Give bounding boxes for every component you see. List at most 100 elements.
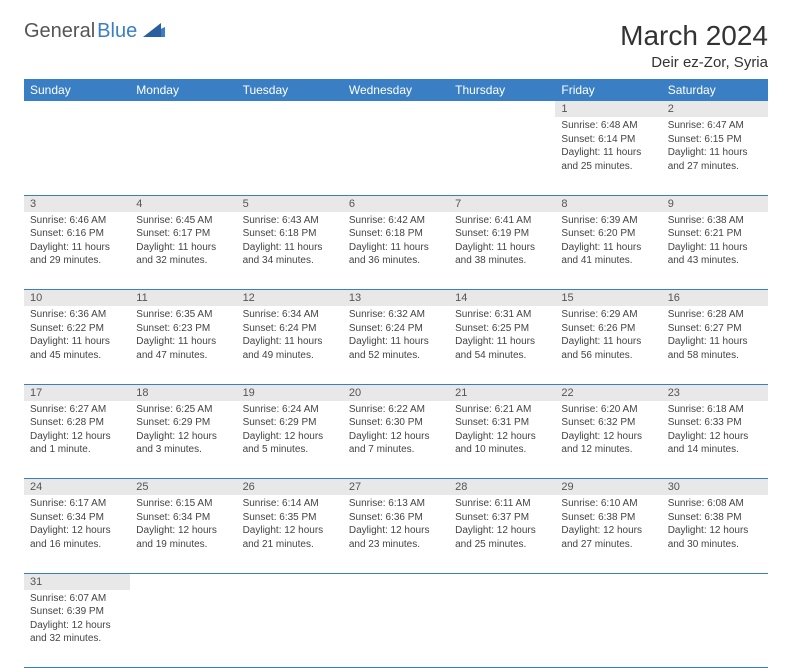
day-detail-cell: Sunrise: 6:29 AMSunset: 6:26 PMDaylight:… (555, 306, 661, 384)
day-detail-cell: Sunrise: 6:07 AMSunset: 6:39 PMDaylight:… (24, 590, 130, 668)
header: GeneralBlue March 2024 Deir ez-Zor, Syri… (24, 20, 768, 71)
daylight-text: Daylight: 12 hours and 10 minutes. (455, 430, 549, 457)
sunset-text: Sunset: 6:24 PM (349, 322, 443, 336)
day-detail-cell: Sunrise: 6:21 AMSunset: 6:31 PMDaylight:… (449, 401, 555, 479)
daylight-text: Daylight: 12 hours and 25 minutes. (455, 524, 549, 551)
sunset-text: Sunset: 6:27 PM (668, 322, 762, 336)
sunset-text: Sunset: 6:36 PM (349, 511, 443, 525)
week-daynum-row: 3456789 (24, 195, 768, 212)
day-detail-cell (343, 590, 449, 668)
daylight-text: Daylight: 12 hours and 5 minutes. (243, 430, 337, 457)
logo-text-2: Blue (97, 20, 137, 43)
day-detail-cell: Sunrise: 6:27 AMSunset: 6:28 PMDaylight:… (24, 401, 130, 479)
sunset-text: Sunset: 6:29 PM (136, 416, 230, 430)
weekday-header: Friday (555, 79, 661, 101)
day-number-cell: 7 (449, 195, 555, 212)
week-detail-row: Sunrise: 6:46 AMSunset: 6:16 PMDaylight:… (24, 212, 768, 290)
sunset-text: Sunset: 6:29 PM (243, 416, 337, 430)
day-number-cell: 8 (555, 195, 661, 212)
daylight-text: Daylight: 11 hours and 43 minutes. (668, 241, 762, 268)
daylight-text: Daylight: 11 hours and 56 minutes. (561, 335, 655, 362)
day-number-cell: 29 (555, 479, 661, 496)
daylight-text: Daylight: 11 hours and 52 minutes. (349, 335, 443, 362)
day-number-cell: 12 (237, 290, 343, 307)
day-detail-cell: Sunrise: 6:46 AMSunset: 6:16 PMDaylight:… (24, 212, 130, 290)
sunset-text: Sunset: 6:28 PM (30, 416, 124, 430)
sunrise-text: Sunrise: 6:18 AM (668, 403, 762, 417)
title-block: March 2024 Deir ez-Zor, Syria (620, 20, 768, 71)
sunset-text: Sunset: 6:38 PM (561, 511, 655, 525)
day-number-cell (130, 573, 236, 590)
day-detail-cell (343, 117, 449, 195)
day-number-cell: 9 (662, 195, 768, 212)
day-detail-cell: Sunrise: 6:43 AMSunset: 6:18 PMDaylight:… (237, 212, 343, 290)
day-number-cell: 6 (343, 195, 449, 212)
week-detail-row: Sunrise: 6:36 AMSunset: 6:22 PMDaylight:… (24, 306, 768, 384)
day-number-cell (555, 573, 661, 590)
sunset-text: Sunset: 6:31 PM (455, 416, 549, 430)
day-number-cell: 24 (24, 479, 130, 496)
sunset-text: Sunset: 6:23 PM (136, 322, 230, 336)
day-number-cell: 1 (555, 101, 661, 117)
day-detail-cell: Sunrise: 6:15 AMSunset: 6:34 PMDaylight:… (130, 495, 236, 573)
day-detail-cell: Sunrise: 6:11 AMSunset: 6:37 PMDaylight:… (449, 495, 555, 573)
day-detail-cell: Sunrise: 6:08 AMSunset: 6:38 PMDaylight:… (662, 495, 768, 573)
sunrise-text: Sunrise: 6:46 AM (30, 214, 124, 228)
day-number-cell (237, 573, 343, 590)
day-number-cell: 25 (130, 479, 236, 496)
sunset-text: Sunset: 6:34 PM (136, 511, 230, 525)
weekday-header: Monday (130, 79, 236, 101)
day-detail-cell: Sunrise: 6:47 AMSunset: 6:15 PMDaylight:… (662, 117, 768, 195)
daylight-text: Daylight: 12 hours and 32 minutes. (30, 619, 124, 646)
sunrise-text: Sunrise: 6:34 AM (243, 308, 337, 322)
sunrise-text: Sunrise: 6:24 AM (243, 403, 337, 417)
weekday-header: Tuesday (237, 79, 343, 101)
day-number-cell (237, 101, 343, 117)
day-number-cell: 18 (130, 384, 236, 401)
day-number-cell: 19 (237, 384, 343, 401)
sunrise-text: Sunrise: 6:47 AM (668, 119, 762, 133)
sunrise-text: Sunrise: 6:31 AM (455, 308, 549, 322)
sunrise-text: Sunrise: 6:35 AM (136, 308, 230, 322)
day-detail-cell: Sunrise: 6:22 AMSunset: 6:30 PMDaylight:… (343, 401, 449, 479)
day-number-cell (130, 101, 236, 117)
day-number-cell: 4 (130, 195, 236, 212)
day-number-cell: 21 (449, 384, 555, 401)
weekday-header: Wednesday (343, 79, 449, 101)
day-detail-cell: Sunrise: 6:45 AMSunset: 6:17 PMDaylight:… (130, 212, 236, 290)
sunrise-text: Sunrise: 6:38 AM (668, 214, 762, 228)
day-number-cell: 11 (130, 290, 236, 307)
day-number-cell (343, 573, 449, 590)
sunset-text: Sunset: 6:38 PM (668, 511, 762, 525)
sunrise-text: Sunrise: 6:29 AM (561, 308, 655, 322)
day-number-cell: 3 (24, 195, 130, 212)
week-detail-row: Sunrise: 6:48 AMSunset: 6:14 PMDaylight:… (24, 117, 768, 195)
day-number-cell: 5 (237, 195, 343, 212)
sunset-text: Sunset: 6:19 PM (455, 227, 549, 241)
day-detail-cell: Sunrise: 6:42 AMSunset: 6:18 PMDaylight:… (343, 212, 449, 290)
day-detail-cell: Sunrise: 6:14 AMSunset: 6:35 PMDaylight:… (237, 495, 343, 573)
logo-triangle-icon (143, 20, 165, 43)
daylight-text: Daylight: 11 hours and 32 minutes. (136, 241, 230, 268)
day-number-cell (449, 101, 555, 117)
day-number-cell: 27 (343, 479, 449, 496)
day-number-cell (24, 101, 130, 117)
day-number-cell: 31 (24, 573, 130, 590)
sunset-text: Sunset: 6:34 PM (30, 511, 124, 525)
week-detail-row: Sunrise: 6:17 AMSunset: 6:34 PMDaylight:… (24, 495, 768, 573)
day-detail-cell: Sunrise: 6:18 AMSunset: 6:33 PMDaylight:… (662, 401, 768, 479)
day-number-cell: 30 (662, 479, 768, 496)
day-detail-cell (555, 590, 661, 668)
sunset-text: Sunset: 6:26 PM (561, 322, 655, 336)
daylight-text: Daylight: 12 hours and 12 minutes. (561, 430, 655, 457)
day-detail-cell (130, 590, 236, 668)
sunset-text: Sunset: 6:17 PM (136, 227, 230, 241)
day-number-cell: 23 (662, 384, 768, 401)
day-number-cell: 20 (343, 384, 449, 401)
sunrise-text: Sunrise: 6:07 AM (30, 592, 124, 606)
daylight-text: Daylight: 11 hours and 45 minutes. (30, 335, 124, 362)
daylight-text: Daylight: 12 hours and 3 minutes. (136, 430, 230, 457)
day-detail-cell: Sunrise: 6:13 AMSunset: 6:36 PMDaylight:… (343, 495, 449, 573)
calendar-table: SundayMondayTuesdayWednesdayThursdayFrid… (24, 79, 768, 668)
daylight-text: Daylight: 11 hours and 38 minutes. (455, 241, 549, 268)
